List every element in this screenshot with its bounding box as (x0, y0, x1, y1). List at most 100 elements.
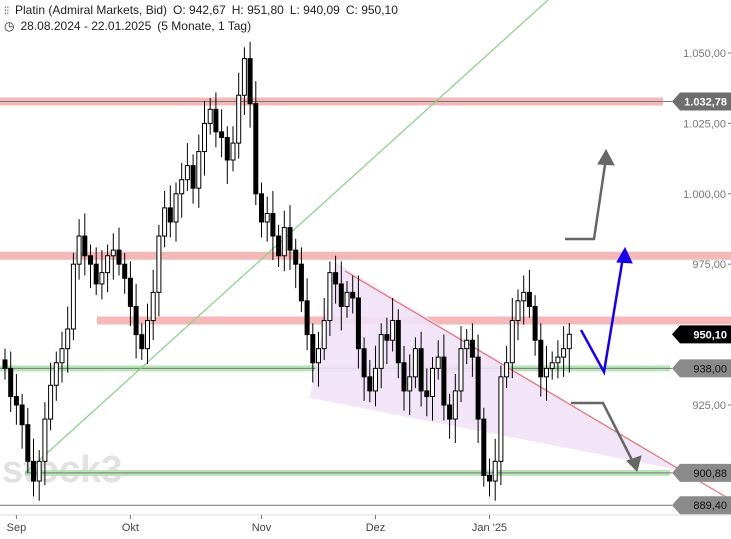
arrowhead-icon (626, 455, 642, 472)
candle (173, 193, 179, 223)
price-tag (672, 325, 731, 344)
candle (407, 376, 413, 392)
candle (464, 339, 470, 350)
candle (327, 272, 333, 322)
candle (338, 283, 344, 307)
candle (253, 103, 259, 195)
candle (515, 300, 521, 322)
candle (566, 333, 572, 350)
candle (224, 136, 230, 161)
candle (42, 418, 48, 462)
candle (31, 460, 36, 482)
date-range-row: ◷ 28.08.2024 - 22.01.2025 (5 Monate, 1 Tag… (4, 19, 257, 33)
candle (441, 356, 447, 406)
candle (179, 179, 185, 195)
arrowhead-icon (616, 246, 633, 264)
candle (65, 328, 71, 350)
candle (373, 367, 378, 392)
candle (378, 334, 384, 369)
candle (304, 300, 310, 336)
candle (509, 320, 515, 364)
candle (48, 384, 54, 420)
price-tag (672, 92, 731, 111)
candle (236, 94, 242, 144)
candle (184, 165, 190, 181)
candle (213, 108, 219, 133)
candle (316, 348, 321, 364)
candle (367, 376, 373, 392)
triangle-pattern (310, 262, 680, 470)
candle (321, 320, 327, 350)
candle (538, 339, 544, 378)
price-tag-label: 900,88 (693, 468, 727, 480)
arrowhead-icon (597, 148, 615, 166)
candle (293, 249, 299, 265)
candle (333, 272, 339, 285)
candle (167, 207, 173, 223)
candle (133, 305, 139, 336)
candle (487, 474, 492, 482)
candle (202, 122, 207, 153)
candle (361, 348, 367, 378)
candle (549, 362, 555, 369)
candle (355, 297, 361, 350)
candle (150, 291, 156, 322)
y-tick-label: 925,00 (692, 400, 726, 412)
x-tick-label: Nov (252, 522, 272, 534)
price-tag-label: 950,10 (693, 329, 727, 341)
chart-header: ⫶⫶ Platin (Admiral Markets, Bid) O: 942,67… (4, 3, 404, 17)
candle (196, 151, 202, 189)
ohlc-low: L: 940,09 (289, 3, 340, 17)
candle (521, 291, 527, 302)
candle (105, 255, 111, 274)
price-tag (672, 359, 731, 378)
candle (418, 348, 424, 392)
gray-down-arrow (571, 401, 635, 463)
candle (447, 404, 453, 420)
candle (110, 249, 116, 257)
y-tick-label: 1.000,00 (683, 189, 726, 201)
candle (19, 404, 25, 426)
x-tick-label: Dez (366, 522, 386, 534)
candlestick-chart-icon[interactable]: ⫶⫶ (4, 6, 9, 17)
candle (298, 263, 304, 302)
resistance-zone (0, 251, 731, 260)
x-tick-label: Jan '25 (472, 522, 507, 534)
candle (475, 356, 481, 420)
candle (435, 356, 441, 369)
candle (276, 235, 282, 257)
downtrend-line (344, 270, 731, 501)
clock-icon: ◷ (4, 19, 15, 33)
candle (458, 348, 464, 392)
candle (287, 227, 293, 251)
candle (270, 213, 276, 237)
candle (401, 362, 407, 392)
candle (430, 367, 435, 398)
date-range[interactable]: 28.08.2024 - 22.01.2025 (20, 19, 152, 33)
candle (526, 291, 532, 307)
blue-up-arrow (579, 256, 625, 376)
candle (241, 58, 247, 96)
price-tag-label: 938,00 (693, 363, 727, 375)
y-tick-label: 1.050,00 (683, 48, 726, 60)
candle (13, 396, 19, 406)
candle (93, 263, 99, 285)
candle (2, 359, 8, 369)
candle (82, 235, 88, 257)
candle (424, 390, 430, 398)
ohlc-close: C: 950,10 (345, 3, 398, 17)
candle (230, 142, 236, 161)
price-tag-label: 889,40 (693, 500, 727, 512)
candle (469, 339, 475, 358)
candle (412, 348, 418, 378)
candle (532, 305, 538, 341)
candle (264, 213, 270, 223)
candle (219, 131, 225, 138)
candle (127, 277, 133, 307)
y-tick-label: 1.025,00 (683, 118, 726, 130)
candle (53, 362, 59, 386)
candle (247, 58, 253, 105)
candle (139, 334, 145, 350)
candle (350, 291, 356, 299)
